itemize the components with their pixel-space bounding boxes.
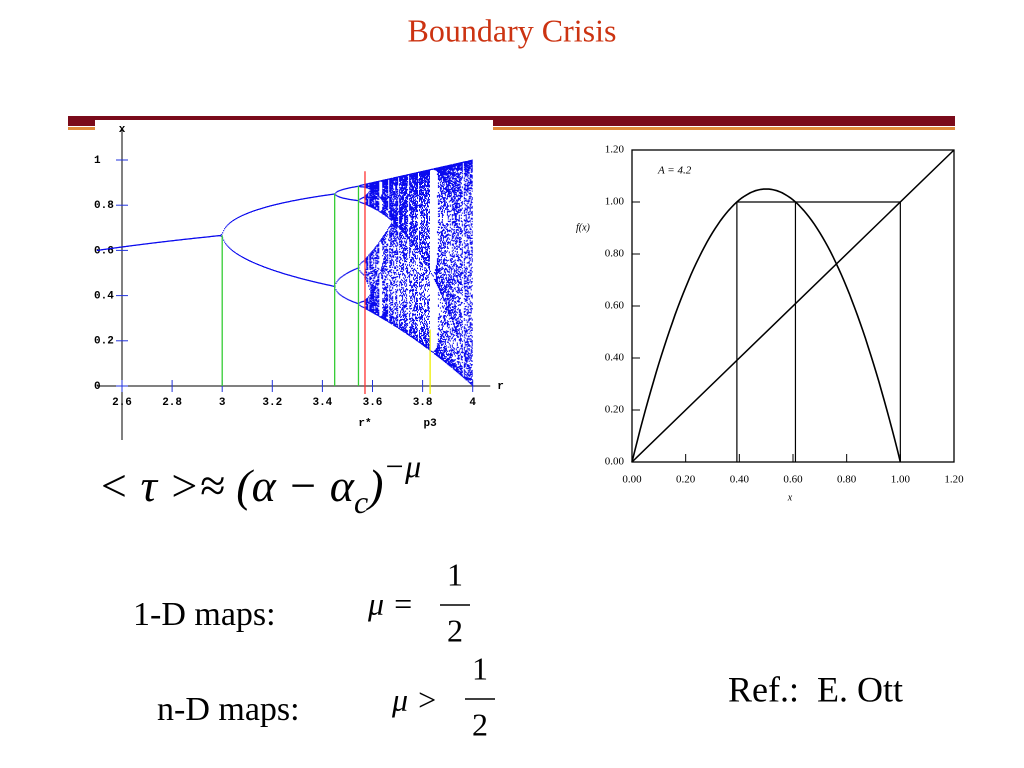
x-axis-label: x (787, 492, 793, 503)
y-axis-label: f(x) (576, 222, 591, 233)
x-tick-label: 1.20 (944, 474, 964, 486)
fraction-numerator: 1 (472, 650, 488, 686)
y-tick-label: 1.20 (605, 144, 625, 156)
map-label: n-D maps: (157, 691, 300, 728)
y-tick-label: 0.6 (94, 245, 114, 257)
map-relation: μ > (391, 681, 438, 717)
y-axis-label: x (119, 124, 126, 136)
fraction-numerator: 1 (447, 556, 463, 592)
y-tick-label: 1 (94, 155, 101, 167)
x-tick-label: 0.80 (837, 474, 857, 486)
logistic-map-figure: 0.00 0.20 0.40 0.60 0.80 1.00 1.20 0.00 0.20 0.40… (576, 144, 964, 504)
marker-label: r* (358, 418, 371, 430)
x-tick-label: 0.20 (676, 474, 696, 486)
y-tick-label: 0.60 (605, 300, 625, 312)
formula-sup: −μ (383, 448, 421, 484)
diagonal (631, 149, 955, 463)
fraction-denominator: 2 (447, 612, 463, 648)
annotation: A = 4.2 (657, 165, 692, 177)
header-bar (68, 116, 955, 126)
figure-background (95, 120, 493, 440)
y-tick-label: 0.2 (94, 336, 114, 348)
y-tick-label: 0.80 (605, 248, 625, 260)
x-tick-label: 0.60 (783, 474, 803, 486)
x-tick-label: 3 (219, 397, 226, 409)
formula-close: ) (365, 460, 383, 511)
y-tick-label: 0.20 (605, 404, 625, 416)
x-axis-label: r (497, 381, 504, 393)
y-tick-label: 0.40 (605, 352, 625, 364)
map-curve (631, 188, 902, 463)
bifurcation-figure: x r 2.6 2.8 3 3.2 3.4 3.6 3.8 4 0 0.2 0.4 0.6 0.8 1 r* p3 (94, 124, 504, 440)
x-tick-label: 3.2 (262, 397, 282, 409)
x-tick-label: 4 (469, 397, 476, 409)
header-rule (68, 127, 955, 130)
x-tick-label: 3.4 (312, 397, 332, 409)
marker-label: p3 (424, 418, 438, 430)
x-tick-label: 0.00 (622, 474, 642, 486)
attractor (96, 159, 474, 387)
map-label: 1-D maps: (133, 596, 276, 633)
x-tick-label: 1.00 (891, 474, 911, 486)
formula: < τ >≈ (α − αc)−μ (98, 448, 421, 520)
y-tick-label: 0.8 (94, 200, 114, 212)
y-tick-label: 0 (94, 381, 101, 393)
map-relation: μ = (367, 585, 414, 621)
slide-title: Boundary Crisis (408, 12, 617, 48)
x-tick-label: 2.8 (162, 397, 182, 409)
formula-sub: c (354, 484, 368, 520)
fraction-denominator: 2 (472, 706, 488, 742)
x-tick-label: 2.6 (112, 397, 132, 409)
x-tick-label: 0.40 (730, 474, 750, 486)
x-tick-label: 3.6 (363, 397, 383, 409)
y-tick-label: 0.4 (94, 291, 114, 303)
x-tick-label: 3.8 (413, 397, 433, 409)
y-tick-label: 1.00 (605, 196, 625, 208)
formula-main: < τ >≈ (α − α (98, 460, 355, 511)
reference: Ref.: E. Ott (728, 669, 903, 709)
y-tick-label: 0.00 (605, 456, 625, 468)
